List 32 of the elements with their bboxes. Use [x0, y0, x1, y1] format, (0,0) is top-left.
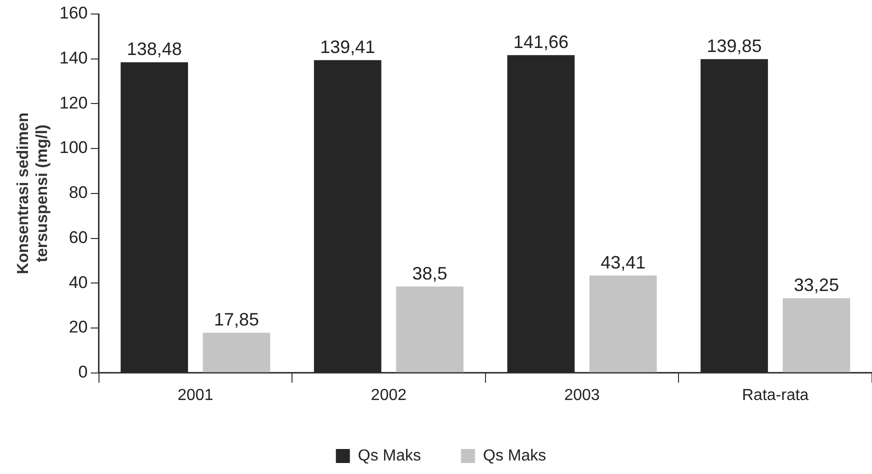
data-label: 43,41	[600, 252, 646, 272]
y-tick-label: 0	[78, 362, 88, 382]
x-tick-label: Rata-rata	[742, 386, 809, 404]
bar	[589, 275, 657, 372]
y-tick-label: 20	[68, 318, 88, 337]
bar	[120, 62, 188, 372]
data-label: 141,66	[513, 32, 568, 52]
bar	[700, 59, 768, 372]
x-tick-label: 2002	[370, 386, 407, 404]
data-label: 138,48	[126, 39, 182, 60]
y-tick-label: 80	[68, 183, 88, 202]
bar	[314, 60, 382, 372]
bar	[202, 332, 270, 372]
bar	[782, 298, 850, 372]
y-tick-label: 60	[68, 228, 88, 247]
data-label: 38,5	[412, 263, 448, 284]
x-tick-label: 2001	[178, 386, 214, 404]
legend-label: Qs Maks	[358, 447, 422, 464]
y-tick-label: 160	[59, 4, 88, 23]
bar	[507, 55, 575, 372]
data-label: 17,85	[214, 310, 260, 330]
legend-label: Qs Maks	[483, 447, 546, 464]
y-tick-label: 140	[59, 48, 88, 68]
y-tick-label: 120	[59, 93, 88, 112]
bar	[396, 286, 464, 372]
data-label: 33,25	[794, 275, 839, 296]
data-label: 139,85	[706, 36, 762, 56]
data-label: 139,41	[320, 37, 376, 58]
y-axis-title: Konsentrasi sedimen tersuspensi (mg/l)	[15, 112, 52, 274]
y-tick-label: 100	[59, 138, 88, 158]
x-tick-label: 2003	[564, 386, 600, 404]
y-tick-label: 40	[68, 272, 88, 292]
